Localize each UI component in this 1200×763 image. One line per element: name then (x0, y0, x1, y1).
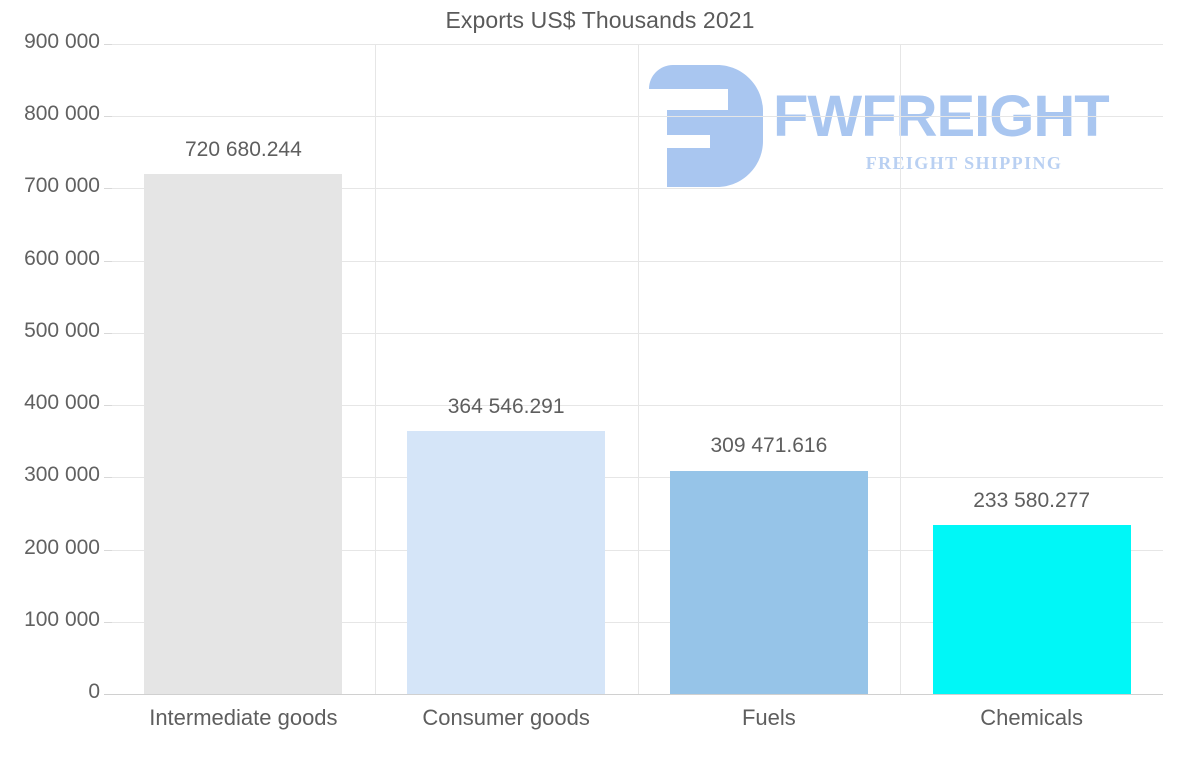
gridline-horizontal (112, 116, 1163, 118)
x-axis-category-label: Fuels (741, 705, 796, 730)
bar-value-label: 309 471.616 (710, 434, 828, 458)
y-tick-mark (104, 116, 112, 118)
plot-area: 720 680.244 364 546.291 309 471.616 233 580… (104, 44, 1163, 695)
gridline-horizontal (112, 44, 1163, 45)
gridline-horizontal (112, 477, 1163, 479)
gridline-horizontal (112, 405, 1163, 407)
bar[interactable] (932, 525, 1131, 694)
x-axis-category-label: Intermediate goods (149, 705, 338, 730)
gridline-vertical (375, 44, 376, 695)
y-axis-tick-label: 700 000 (24, 174, 100, 198)
y-tick-mark (104, 188, 112, 190)
chart-title: Exports US$ Thousands 2021 (445, 7, 755, 33)
x-axis-category-label: Chemicals (980, 705, 1083, 730)
gridline-horizontal (112, 332, 1163, 334)
bar[interactable] (407, 430, 606, 694)
bar[interactable] (144, 173, 343, 694)
gridline-horizontal (112, 188, 1163, 190)
x-axis-category-label: Consumer goods (422, 705, 590, 730)
y-axis-tick-label: 600 000 (24, 246, 100, 270)
gridline-vertical (638, 44, 639, 695)
y-tick-mark (104, 260, 112, 262)
gridline-horizontal (112, 549, 1163, 551)
y-axis-tick-label: 900 000 (24, 30, 100, 53)
bar[interactable] (669, 470, 868, 694)
y-tick-mark (104, 405, 112, 407)
bar-value-label: 233 580.277 (973, 489, 1091, 513)
axis-baseline (104, 694, 1163, 695)
y-axis-tick-label: 0 (88, 680, 100, 703)
bar-value-label: 720 680.244 (184, 137, 302, 161)
gridline-horizontal (112, 260, 1163, 262)
y-tick-mark (104, 549, 112, 551)
gridline-horizontal (112, 621, 1163, 623)
y-axis-tick-label: 100 000 (24, 607, 100, 631)
y-tick-mark (104, 621, 112, 623)
y-tick-mark (104, 332, 112, 334)
y-axis-tick-label: 300 000 (24, 463, 100, 487)
y-tick-mark (104, 477, 112, 479)
bar-value-label: 364 546.291 (447, 394, 565, 418)
y-axis-tick-label: 500 000 (24, 318, 100, 342)
y-axis-tick-label: 200 000 (24, 535, 100, 559)
y-axis-tick-label: 800 000 (24, 102, 100, 126)
y-axis-tick-label: 400 000 (24, 391, 100, 415)
y-tick-mark (104, 44, 112, 45)
gridline-vertical (900, 44, 901, 695)
y-axis: 0 100 000 200 000 300 000 400 000 500 000 600 … (0, 30, 1200, 703)
